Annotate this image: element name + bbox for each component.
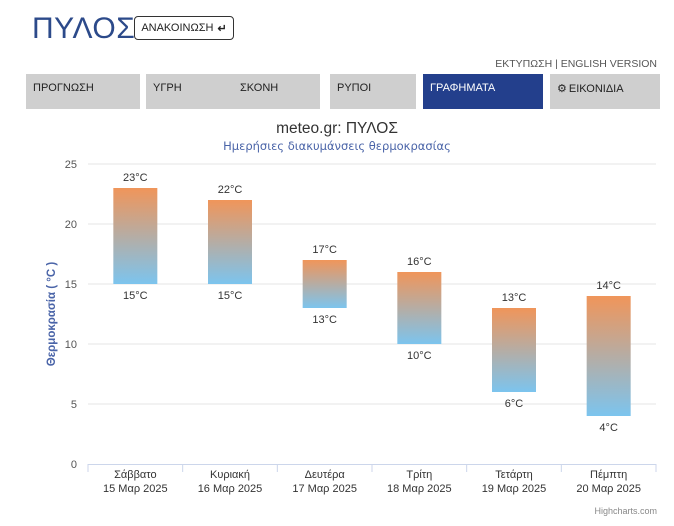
x-tick-day: Τρίτη (406, 469, 432, 481)
tab-label: ΠΡΟΓΝΩΣΗ (33, 82, 94, 94)
tab-forecast[interactable]: ΠΡΟΓΝΩΣΗ (26, 74, 140, 109)
x-tick-day: Δευτέρα (305, 469, 346, 481)
x-tick-date: 16 Μαρ 2025 (198, 483, 263, 495)
x-tick-date: 18 Μαρ 2025 (387, 483, 452, 495)
tab-label: ΕΙΚΟΝΙΔΙΑ (568, 83, 624, 95)
top-links: ΕΚΤΥΠΩΣΗ | ENGLISH VERSION (495, 58, 657, 70)
chart-subtitle: Ημερήσιες διακυμάνσεις θερμοκρασίας (223, 139, 451, 153)
high-temp-label: 22°C (218, 184, 243, 196)
tab-dust[interactable]: ΣΚΟΝΗ (233, 74, 320, 109)
y-tick-label: 0 (71, 459, 77, 471)
y-tick-label: 20 (65, 219, 77, 231)
x-tick-day: Σάββατο (114, 469, 156, 481)
link-separator: | (552, 58, 561, 70)
chart-title: meteo.gr: ΠΥΛΟΣ (276, 120, 398, 137)
tab-pollutants[interactable]: ΡΥΠΟΙ (330, 74, 416, 109)
tab-charts[interactable]: ΓΡΑΦΗΜΑΤΑ (423, 74, 543, 109)
high-temp-label: 14°C (596, 280, 621, 292)
gear-icon: ⚙ (557, 83, 567, 95)
tab-label: ΣΚΟΝΗ (240, 82, 279, 94)
y-tick-label: 10 (65, 339, 77, 351)
tab-label: ΓΡΑΦΗΜΑΤΑ (430, 82, 496, 94)
x-tick-date: 20 Μαρ 2025 (576, 483, 641, 495)
x-tick-day: Πέμπτη (590, 469, 627, 481)
x-tick-day: Κυριακή (210, 469, 250, 481)
print-link[interactable]: ΕΚΤΥΠΩΣΗ (495, 58, 553, 70)
high-temp-label: 13°C (502, 292, 527, 304)
x-tick-day: Τετάρτη (495, 469, 533, 481)
announcement-label: ΑΝΑΚΟΙΝΩΣΗ (141, 22, 214, 34)
page-title: ΠΥΛΟΣ (32, 12, 136, 45)
y-tick-label: 5 (71, 399, 77, 411)
temperature-range-bar (302, 260, 347, 308)
english-version-link[interactable]: ENGLISH VERSION (560, 58, 657, 70)
x-tick-date: 17 Μαρ 2025 (292, 483, 357, 495)
tab-label: ΥΓΡΗ (153, 82, 182, 94)
tab-label: ΡΥΠΟΙ (337, 82, 372, 94)
low-temp-label: 13°C (312, 314, 337, 326)
low-temp-label: 15°C (123, 290, 148, 302)
tab-humidity[interactable]: ΥΓΡΗ (146, 74, 241, 109)
x-tick-date: 15 Μαρ 2025 (103, 483, 168, 495)
low-temp-label: 15°C (218, 290, 243, 302)
high-temp-label: 23°C (123, 172, 148, 184)
y-axis-title: Θερμοκρασία ( °C ) (46, 262, 58, 367)
credits-link[interactable]: Highcharts.com (594, 506, 657, 516)
temperature-range-bar (208, 200, 252, 284)
low-temp-label: 6°C (505, 398, 524, 410)
high-temp-label: 16°C (407, 256, 432, 268)
high-temp-label: 17°C (312, 244, 337, 256)
tab-icons[interactable]: ⚙ ΕΙΚΟΝΙΔΙΑ (550, 74, 660, 109)
announcement-button[interactable]: ΑΝΑΚΟΙΝΩΣΗ ↵ (134, 16, 234, 40)
arrow-return-icon: ↵ (217, 22, 227, 35)
x-tick-date: 19 Μαρ 2025 (482, 483, 547, 495)
y-tick-label: 15 (65, 279, 77, 291)
temperature-range-bar (492, 308, 536, 392)
temperature-range-bar (113, 188, 158, 284)
y-tick-label: 25 (65, 159, 77, 171)
low-temp-label: 4°C (599, 422, 618, 434)
temperature-range-bar (586, 296, 631, 416)
low-temp-label: 10°C (407, 350, 432, 362)
temperature-range-bar (397, 272, 442, 344)
